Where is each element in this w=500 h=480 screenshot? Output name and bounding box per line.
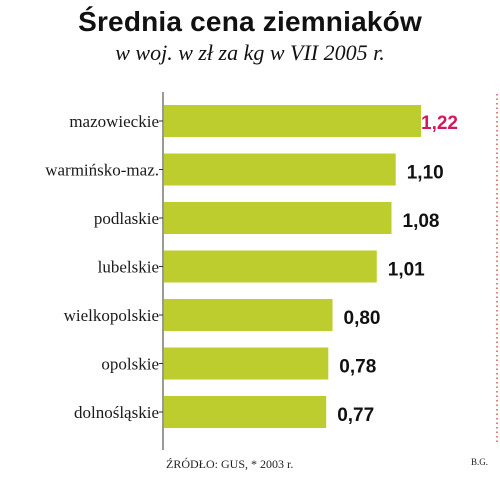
category-label: mazowieckie bbox=[69, 112, 159, 131]
value-label: 0,80 bbox=[344, 308, 381, 329]
value-label: 0,78 bbox=[339, 357, 376, 378]
value-label: 1,22 bbox=[421, 113, 458, 134]
bar-5 bbox=[164, 347, 329, 380]
bar-3 bbox=[164, 250, 377, 283]
value-label: 1,01 bbox=[388, 260, 425, 281]
category-label: dolnośląskie bbox=[74, 403, 159, 422]
chart-subtitle: w woj. w zł za kg w VII 2005 r. bbox=[115, 40, 385, 65]
category-label: opolskie bbox=[101, 355, 159, 374]
bar-6 bbox=[164, 396, 327, 428]
bar-2 bbox=[164, 202, 392, 234]
category-label: warmińsko-maz. bbox=[45, 161, 159, 180]
category-label: lubelskie bbox=[98, 258, 159, 277]
chart-title: Średnia cena ziemniaków bbox=[78, 6, 422, 37]
bar-1 bbox=[164, 153, 396, 186]
category-label: podlaskie bbox=[94, 209, 159, 228]
value-label: 1,08 bbox=[403, 211, 440, 232]
author-signature: B.G. bbox=[471, 457, 489, 467]
value-label: 0,77 bbox=[337, 405, 374, 426]
source-note: ŹRÓDŁO: GUS, * 2003 r. bbox=[166, 457, 294, 471]
category-label: wielkopolskie bbox=[64, 306, 159, 325]
bar-4 bbox=[164, 299, 333, 331]
value-label: 1,10 bbox=[407, 163, 444, 184]
bar-0 bbox=[164, 105, 421, 137]
